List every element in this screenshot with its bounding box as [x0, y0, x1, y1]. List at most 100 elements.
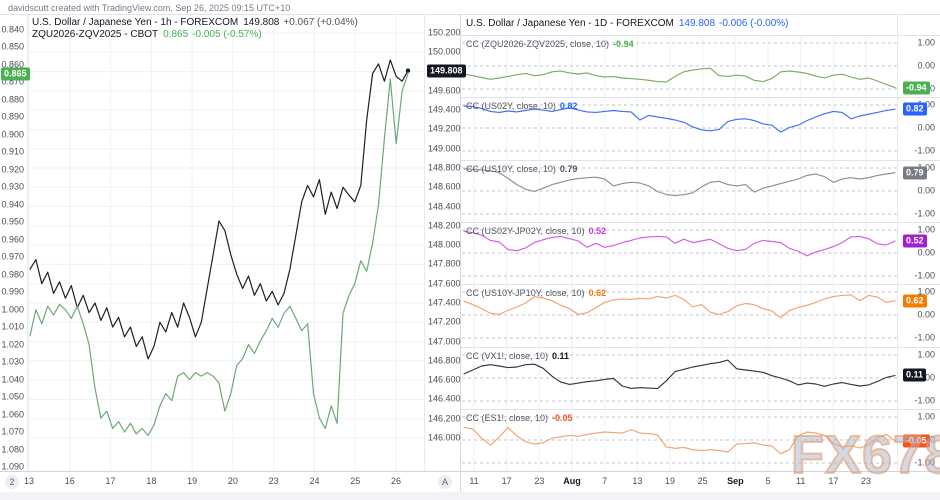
cc-pane-label[interactable]: CC (US02Y-JP02Y, close, 10) 0.52: [466, 226, 606, 236]
time-tick-label: 19: [187, 476, 198, 486]
cc-axis-tick-label: -1.00: [914, 145, 935, 156]
pane-separator: [460, 409, 940, 410]
price-axis-tick-label: 149.200: [428, 123, 461, 134]
cc-pane-plot-1[interactable]: [462, 97, 897, 160]
time-tick-label: 17: [501, 476, 512, 486]
spread-axis-tick-label: 0.980: [1, 269, 24, 280]
cc-pane-label[interactable]: CC (ES1!, close, 10) -0.05: [466, 413, 573, 423]
left-legend-change: +0.067 (+0.04%): [283, 17, 358, 28]
cc-axis-tick-label: -1.00: [914, 457, 935, 468]
pane-separator: [460, 222, 940, 223]
cc-pane-label[interactable]: CC (ZQU2026-ZQV2025, close, 10) -0.94: [466, 39, 634, 49]
time-tick-label: 23: [268, 476, 279, 486]
cc-pane-title: CC (US02Y-JP02Y, close, 10): [466, 226, 585, 236]
cc-line-1: [463, 105, 896, 133]
time-tick-label: 18: [146, 476, 157, 486]
time-tick-label: 23: [534, 476, 545, 486]
left-chart-plot[interactable]: [28, 14, 424, 472]
price-axis-tick-label: 146.000: [428, 432, 461, 443]
spread-axis-tick-label: 0.900: [1, 129, 24, 140]
price-axis-tick-label: 149.600: [428, 85, 461, 96]
spread-axis-tick-label: 0.910: [1, 146, 24, 157]
cc-pane-value: 0.62: [588, 288, 607, 298]
spread-axis-tick-label: 0.970: [1, 251, 24, 262]
cc-pane-plot-0[interactable]: [462, 35, 897, 97]
price-axis-tick-label: 148.000: [428, 239, 461, 250]
cc-pane-value: 0.79: [559, 164, 578, 174]
cc-line-6: [463, 426, 896, 455]
spread-axis-tick-label: 0.920: [1, 164, 24, 175]
cc-axis-tick-label: -1.00: [914, 332, 935, 343]
spread-axis-tick-label: 0.880: [1, 94, 24, 105]
cc-axis-tick-label: 0.00: [917, 122, 935, 133]
zqu2026-zqv2025-line: [29, 73, 409, 437]
spread-axis-tick-label: 1.040: [1, 374, 24, 385]
price-axis-tick-label: 149.000: [428, 143, 461, 154]
spread-legend-symbol: ZQU2026-ZQV2025 - CBOT: [32, 29, 159, 40]
cc-pane-label[interactable]: CC (US10Y-JP10Y, close, 10) 0.62: [466, 288, 606, 298]
cc-axis-tick-label: 0.00: [917, 185, 935, 196]
cc-pane-plot-3[interactable]: [462, 222, 897, 284]
price-axis-tick-label: 146.600: [428, 374, 461, 385]
left-axis-border: [27, 14, 28, 471]
usdjpy-line: [29, 59, 409, 360]
cc-pane-title: CC (US10Y, close, 10): [466, 164, 556, 174]
price-axis-tick-label: 149.400: [428, 104, 461, 115]
time-tick-label: 5: [765, 476, 771, 486]
spread-axis-tick-label: 0.950: [1, 216, 24, 227]
header-divider: [0, 14, 940, 15]
price-axis-tick-label: 146.200: [428, 413, 461, 424]
spread-axis-tick-label: 0.890: [1, 111, 24, 122]
cc-value-badge: 0.52: [903, 234, 927, 248]
cc-pane-value: 0.11: [552, 351, 570, 361]
pane-separator: [460, 347, 940, 348]
time-tick-label: 7: [602, 476, 608, 486]
spread-axis-tick-label: 0.850: [1, 41, 24, 52]
time-tick-label: 19: [665, 476, 676, 486]
spread-axis-tick-label: 0.940: [1, 199, 24, 210]
cc-value-badge: 0.82: [903, 102, 927, 116]
cc-axis-tick-label: -1.00: [914, 395, 935, 406]
time-axis[interactable]: [0, 471, 940, 493]
left-chart-legend-line-1[interactable]: U.S. Dollar / Japanese Yen - 1h - FOREXC…: [32, 17, 358, 29]
time-tick-label: 24: [309, 476, 320, 486]
right-chart-legend[interactable]: U.S. Dollar / Japanese Yen - 1D - FOREXC…: [466, 18, 789, 30]
spread-legend-price: 0.865: [163, 29, 189, 40]
cc-value-badge: -0.05: [903, 434, 930, 448]
cc-axis-tick-label: 0.00: [917, 247, 935, 258]
cc-axis-tick-label: 0.00: [917, 60, 935, 71]
bar-count-button[interactable]: 2: [5, 475, 19, 489]
credit-text: davidscutt created with TradingView.com,…: [8, 3, 291, 13]
price-axis-tick-label: 146.400: [428, 393, 461, 404]
cc-pane-plot-6[interactable]: [462, 409, 897, 471]
cc-pane-plot-4[interactable]: [462, 284, 897, 347]
cc-axis-tick-label: 1.00: [917, 349, 935, 360]
price-axis-tick-label: 150.000: [428, 46, 461, 57]
spread-axis-tick-label: 1.000: [1, 304, 24, 315]
time-tick-label: 25: [350, 476, 361, 486]
pane-separator: [460, 97, 940, 98]
time-tick-label: 25: [697, 476, 708, 486]
auto-scale-button[interactable]: A: [438, 475, 452, 489]
left-legend-price: 149.808: [243, 17, 280, 28]
cc-value-badge: 0.79: [903, 166, 927, 180]
chart-divider[interactable]: [460, 14, 461, 492]
cc-axis-tick-label: 1.00: [917, 37, 935, 48]
cc-pane-plot-5[interactable]: [462, 347, 897, 409]
time-tick-label: 26: [391, 476, 402, 486]
spread-axis-tick-label: 0.870: [1, 76, 24, 87]
cc-pane-label[interactable]: CC (US02Y, close, 10) 0.82: [466, 101, 577, 111]
cc-pane-plot-2[interactable]: [462, 160, 897, 222]
right-chart-axis-border: [897, 14, 898, 471]
cc-pane-label[interactable]: CC (US10Y, close, 10) 0.79: [466, 164, 577, 174]
time-tick-label: 20: [227, 476, 238, 486]
left-chart-legend-line-2[interactable]: ZQU2026-ZQV2025 - CBOT 0.865 -0.005 (-0.57…: [32, 29, 262, 41]
time-tick-label: 17: [105, 476, 116, 486]
spread-axis-tick-label: 0.990: [1, 286, 24, 297]
cc-pane-label[interactable]: CC (VX1!, close, 10) 0.11: [466, 351, 569, 361]
cc-line-4: [463, 294, 896, 319]
cc-axis-tick-label: 1.00: [917, 286, 935, 297]
price-axis-tick-label: 147.200: [428, 316, 461, 327]
price-axis-tick-label: 146.800: [428, 355, 461, 366]
